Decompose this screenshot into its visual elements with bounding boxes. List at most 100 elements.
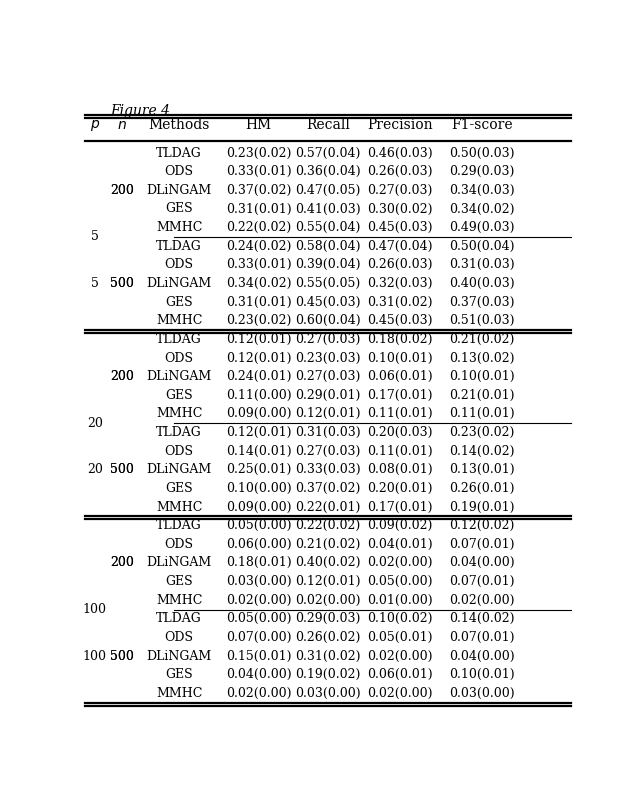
Text: 0.14(0.02): 0.14(0.02) [449, 444, 515, 458]
Text: 0.33(0.03): 0.33(0.03) [295, 464, 361, 476]
Text: 0.12(0.01): 0.12(0.01) [226, 426, 291, 439]
Text: 0.27(0.03): 0.27(0.03) [295, 444, 361, 458]
Text: 0.23(0.02): 0.23(0.02) [449, 426, 515, 439]
Text: 0.58(0.04): 0.58(0.04) [295, 240, 361, 253]
Text: 0.10(0.02): 0.10(0.02) [367, 613, 433, 626]
Text: 500: 500 [110, 277, 134, 290]
Text: ODS: ODS [164, 165, 194, 178]
Text: 0.46(0.03): 0.46(0.03) [367, 147, 433, 160]
Text: 0.55(0.05): 0.55(0.05) [296, 277, 360, 290]
Text: 5: 5 [91, 230, 99, 244]
Text: 200: 200 [110, 184, 134, 196]
Text: 500: 500 [110, 650, 134, 662]
Text: ODS: ODS [164, 631, 194, 644]
Text: 0.47(0.04): 0.47(0.04) [367, 240, 433, 253]
Text: 0.23(0.02): 0.23(0.02) [226, 314, 291, 327]
Text: 0.31(0.03): 0.31(0.03) [449, 258, 515, 271]
Text: 0.40(0.03): 0.40(0.03) [449, 277, 515, 290]
Text: 0.05(0.00): 0.05(0.00) [367, 575, 433, 588]
Text: DLiNGAM: DLiNGAM [147, 184, 212, 196]
Text: Precision: Precision [367, 118, 433, 132]
Text: MMHC: MMHC [156, 593, 202, 606]
Text: 0.12(0.02): 0.12(0.02) [449, 519, 515, 533]
Text: 0.06(0.01): 0.06(0.01) [367, 371, 433, 383]
Text: 500: 500 [110, 464, 134, 476]
Text: 0.33(0.01): 0.33(0.01) [226, 258, 291, 271]
Text: 0.10(0.01): 0.10(0.01) [449, 371, 515, 383]
Text: 200: 200 [110, 557, 134, 569]
Text: 0.21(0.02): 0.21(0.02) [295, 538, 361, 551]
Text: 0.07(0.01): 0.07(0.01) [449, 575, 515, 588]
Text: 200: 200 [110, 557, 134, 569]
Text: 0.07(0.00): 0.07(0.00) [226, 631, 291, 644]
Text: 0.02(0.00): 0.02(0.00) [226, 687, 291, 700]
Text: 0.02(0.00): 0.02(0.00) [367, 650, 433, 662]
Text: 0.12(0.01): 0.12(0.01) [295, 575, 361, 588]
Text: 200: 200 [110, 371, 134, 383]
Text: 0.41(0.03): 0.41(0.03) [295, 202, 361, 216]
Text: 20: 20 [87, 464, 103, 476]
Text: 0.03(0.00): 0.03(0.00) [295, 687, 361, 700]
Text: 0.34(0.02): 0.34(0.02) [449, 202, 515, 216]
Text: 0.49(0.03): 0.49(0.03) [449, 221, 515, 234]
Text: MMHC: MMHC [156, 314, 202, 327]
Text: MMHC: MMHC [156, 407, 202, 420]
Text: 0.11(0.00): 0.11(0.00) [226, 389, 291, 402]
Text: 0.13(0.02): 0.13(0.02) [449, 351, 515, 365]
Text: MMHC: MMHC [156, 221, 202, 234]
Text: 0.55(0.04): 0.55(0.04) [295, 221, 361, 234]
Text: 500: 500 [110, 464, 134, 476]
Text: 0.04(0.01): 0.04(0.01) [367, 538, 433, 551]
Text: TLDAG: TLDAG [156, 240, 202, 253]
Text: 0.50(0.03): 0.50(0.03) [449, 147, 515, 160]
Text: 0.18(0.02): 0.18(0.02) [367, 333, 433, 346]
Text: GES: GES [165, 389, 193, 402]
Text: 0.45(0.03): 0.45(0.03) [367, 314, 433, 327]
Text: $p$: $p$ [90, 118, 100, 133]
Text: 0.31(0.01): 0.31(0.01) [226, 202, 291, 216]
Text: GES: GES [165, 575, 193, 588]
Text: 0.19(0.02): 0.19(0.02) [295, 668, 361, 681]
Text: 0.31(0.02): 0.31(0.02) [295, 650, 361, 662]
Text: 0.02(0.00): 0.02(0.00) [295, 593, 361, 606]
Text: 0.27(0.03): 0.27(0.03) [367, 184, 433, 196]
Text: 0.15(0.01): 0.15(0.01) [226, 650, 291, 662]
Text: 0.12(0.01): 0.12(0.01) [226, 351, 291, 365]
Text: 0.22(0.02): 0.22(0.02) [296, 519, 360, 533]
Text: 0.01(0.00): 0.01(0.00) [367, 593, 433, 606]
Text: 0.40(0.02): 0.40(0.02) [295, 557, 361, 569]
Text: 0.60(0.04): 0.60(0.04) [295, 314, 361, 327]
Text: 0.57(0.04): 0.57(0.04) [295, 147, 361, 160]
Text: 0.33(0.01): 0.33(0.01) [226, 165, 291, 178]
Text: 0.14(0.01): 0.14(0.01) [226, 444, 291, 458]
Text: 500: 500 [110, 650, 134, 662]
Text: 0.10(0.01): 0.10(0.01) [449, 668, 515, 681]
Text: 0.26(0.03): 0.26(0.03) [367, 165, 433, 178]
Text: GES: GES [165, 296, 193, 309]
Text: 0.25(0.01): 0.25(0.01) [226, 464, 291, 476]
Text: 0.34(0.03): 0.34(0.03) [449, 184, 515, 196]
Text: 0.45(0.03): 0.45(0.03) [295, 296, 361, 309]
Text: GES: GES [165, 668, 193, 681]
Text: TLDAG: TLDAG [156, 426, 202, 439]
Text: 0.21(0.02): 0.21(0.02) [449, 333, 515, 346]
Text: 0.37(0.02): 0.37(0.02) [295, 482, 361, 495]
Text: 0.20(0.01): 0.20(0.01) [367, 482, 433, 495]
Text: 0.26(0.03): 0.26(0.03) [367, 258, 433, 271]
Text: 0.30(0.02): 0.30(0.02) [367, 202, 433, 216]
Text: Figure 4: Figure 4 [110, 103, 170, 118]
Text: GES: GES [165, 482, 193, 495]
Text: MMHC: MMHC [156, 500, 202, 513]
Text: 0.02(0.00): 0.02(0.00) [367, 687, 433, 700]
Text: DLiNGAM: DLiNGAM [147, 464, 212, 476]
Text: 500: 500 [110, 277, 134, 290]
Text: DLiNGAM: DLiNGAM [147, 371, 212, 383]
Text: 0.36(0.04): 0.36(0.04) [295, 165, 361, 178]
Text: 0.26(0.01): 0.26(0.01) [449, 482, 515, 495]
Text: 0.29(0.03): 0.29(0.03) [449, 165, 515, 178]
Text: 0.50(0.04): 0.50(0.04) [449, 240, 515, 253]
Text: 0.06(0.01): 0.06(0.01) [367, 668, 433, 681]
Text: 200: 200 [110, 371, 134, 383]
Text: 0.23(0.02): 0.23(0.02) [226, 147, 291, 160]
Text: 0.14(0.02): 0.14(0.02) [449, 613, 515, 626]
